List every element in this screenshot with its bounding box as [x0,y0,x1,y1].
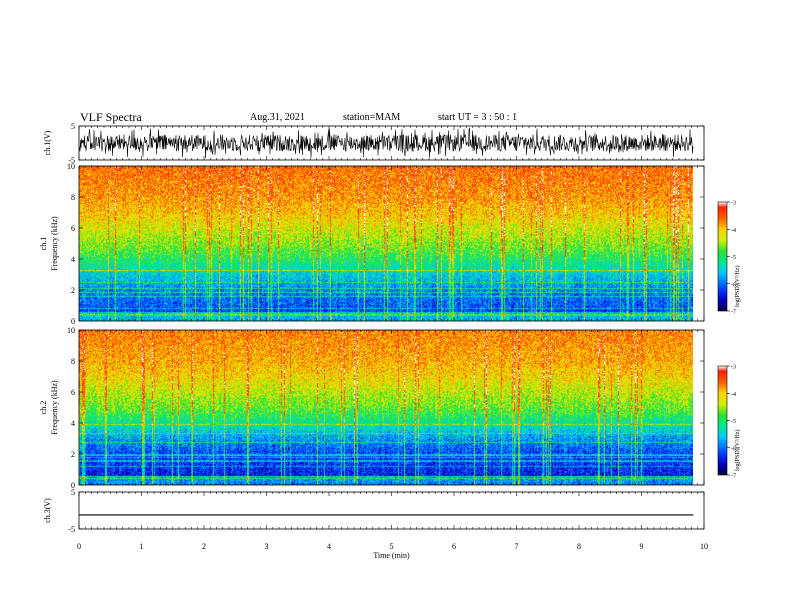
ch2-spectrogram-ytick-label: 10 [67,326,75,335]
ch1-waveform-ytick-label: -5 [68,156,75,165]
ch2-colorbar-tick-label: -6 [731,446,736,452]
ch1-colorbar-label: log(PSD)(V²/Hz) [734,266,741,307]
ch1-colorbar-tick-label: -7 [731,310,736,316]
ch1-waveform-ylabel: ch.1(V) [43,130,52,155]
start-time-label: start UT = 3 : 50 : 1 [438,112,518,123]
ch1-spectrogram-ytick-label: 2 [71,286,75,295]
ch2-colorbar-tick-label: -7 [731,474,736,480]
ch1-waveform-trace [78,127,694,159]
ch2-colorbar-tick-label: -5 [731,419,736,425]
ch2-spectrogram-ytick-label: 4 [71,419,75,428]
x-tick-label: 0 [77,542,81,551]
x-tick-label: 2 [202,542,206,551]
station-label: station=MAM [343,112,401,123]
ch2-spectrogram-ytick-label: 6 [71,388,75,397]
x-tick-label: 10 [700,542,708,551]
ch3-waveform-ylabel: ch.3(V) [43,498,52,523]
ch2-colorbar-tick-label: -3 [731,365,736,371]
x-tick-label: 6 [452,542,456,551]
ch1-colorbar-tick-label: -3 [731,201,736,207]
ch2-colorbar [717,365,728,476]
x-axis-label: Time (min) [373,551,410,560]
ch1-spectrogram-ylabel-channel: ch.1 [39,237,48,251]
x-tick-label: 9 [640,542,644,551]
x-tick-label: 7 [515,542,519,551]
ch1-spectrogram-ytick-label: 10 [67,162,75,171]
x-tick-label: 5 [390,542,394,551]
ch1-colorbar-tick-label: -5 [731,255,736,261]
ch3-waveform-ytick-label: -5 [68,525,75,534]
ch2-spectrogram-ytick-label: 8 [71,357,75,366]
ch2-spectrogram-ylabel-channel: ch.2 [39,401,48,415]
x-tick-label: 8 [577,542,581,551]
ch2-spectrogram-ylabel: Frequency (kHz) [50,380,59,435]
ch2-spectrogram-ytick-label: 2 [71,450,75,459]
x-tick-label: 1 [140,542,144,551]
ch1-colorbar-tick-label: -4 [731,228,736,234]
ch1-spectrogram-ylabel: Frequency (kHz) [50,216,59,271]
ch1-spectrogram-ytick-label: 6 [71,224,75,233]
ch1-spectrogram-ytick-label: 8 [71,193,75,202]
ch3-waveform-frame [78,491,705,530]
ch1-spectrogram-ytick-label: 0 [71,317,75,326]
ch1-spectrogram-image [79,166,693,321]
x-tick-label: 4 [327,542,331,551]
ch1-waveform-ytick-label: 5 [71,122,75,131]
ch1-spectrogram-ytick-label: 4 [71,255,75,264]
x-tick-label: 3 [265,542,269,551]
plot-title: VLF Spectra [80,110,142,124]
ch2-spectrogram-image [79,330,693,485]
ch2-colorbar-label: log(PSD)(V²/Hz) [734,430,741,471]
ch3-waveform-ytick-label: 5 [71,488,75,497]
ch1-colorbar [717,201,728,312]
ch2-colorbar-tick-label: -4 [731,392,736,398]
ch2-spectrogram-ytick-label: 0 [71,481,75,490]
ch1-colorbar-tick-label: -6 [731,282,736,288]
date-label: Aug.31, 2021 [250,112,305,123]
